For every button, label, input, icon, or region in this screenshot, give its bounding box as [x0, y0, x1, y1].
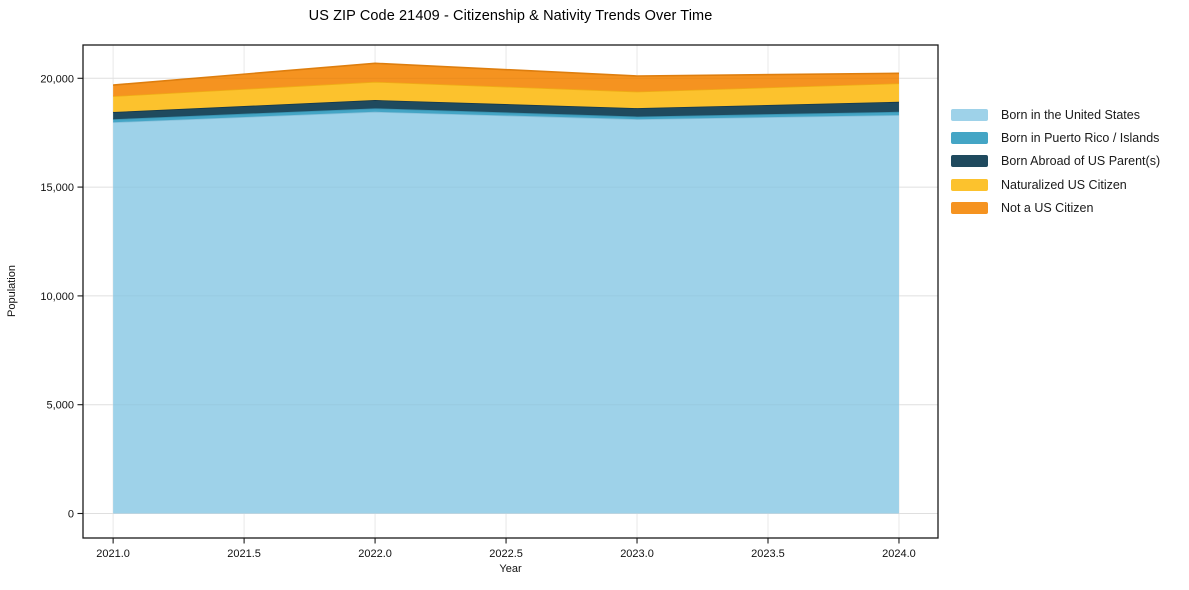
legend-swatch [951, 108, 988, 121]
area-not-a-us-citizen [113, 63, 899, 97]
y-tick-label: 20,000 [40, 73, 74, 85]
x-tick-label: 2021.0 [96, 548, 130, 560]
legend-row: Born in Puerto Rico / Islands [951, 126, 1160, 149]
x-tick-label: 2021.5 [227, 548, 261, 560]
area-born-abroad-of-us-parent-s- [113, 100, 899, 120]
legend-swatch [951, 201, 988, 214]
legend-row: Naturalized US Citizen [951, 173, 1160, 196]
x-axis-label: Year [499, 563, 522, 575]
legend-label: Born Abroad of US Parent(s) [1001, 154, 1161, 169]
legend-row: Born in the United States [951, 103, 1160, 126]
x-tick-label: 2024.0 [882, 548, 916, 560]
chart-title: US ZIP Code 21409 - Citizenship & Nativi… [308, 8, 713, 24]
legend-label: Born in Puerto Rico / Islands [1001, 130, 1160, 145]
y-tick-label: 15,000 [40, 182, 74, 194]
legend-label: Born in the United States [1001, 107, 1140, 122]
y-tick-label: 10,000 [40, 291, 74, 303]
legend-label: Naturalized US Citizen [1001, 177, 1127, 192]
legend: Born in the United States Born in Puerto … [951, 103, 1160, 219]
x-tick-label: 2023.5 [751, 548, 785, 560]
area-born-in-the-united-states [113, 111, 899, 514]
legend-swatch [951, 131, 988, 144]
y-tick-label: 5,000 [46, 400, 74, 412]
legend-swatch [951, 178, 988, 191]
plot-border [82, 44, 939, 539]
legend-row: Born Abroad of US Parent(s) [951, 150, 1160, 173]
x-tick-label: 2023.0 [620, 548, 654, 560]
area-edge [113, 62, 899, 86]
legend-swatch [951, 155, 988, 168]
area-naturalized-us-citizen [113, 81, 899, 113]
x-tick-label: 2022.0 [358, 548, 392, 560]
y-tick-label: 0 [68, 508, 74, 520]
legend-row: Not a US Citizen [951, 196, 1160, 219]
x-tick-label: 2022.5 [489, 548, 523, 560]
legend-label: Not a US Citizen [1001, 200, 1094, 215]
